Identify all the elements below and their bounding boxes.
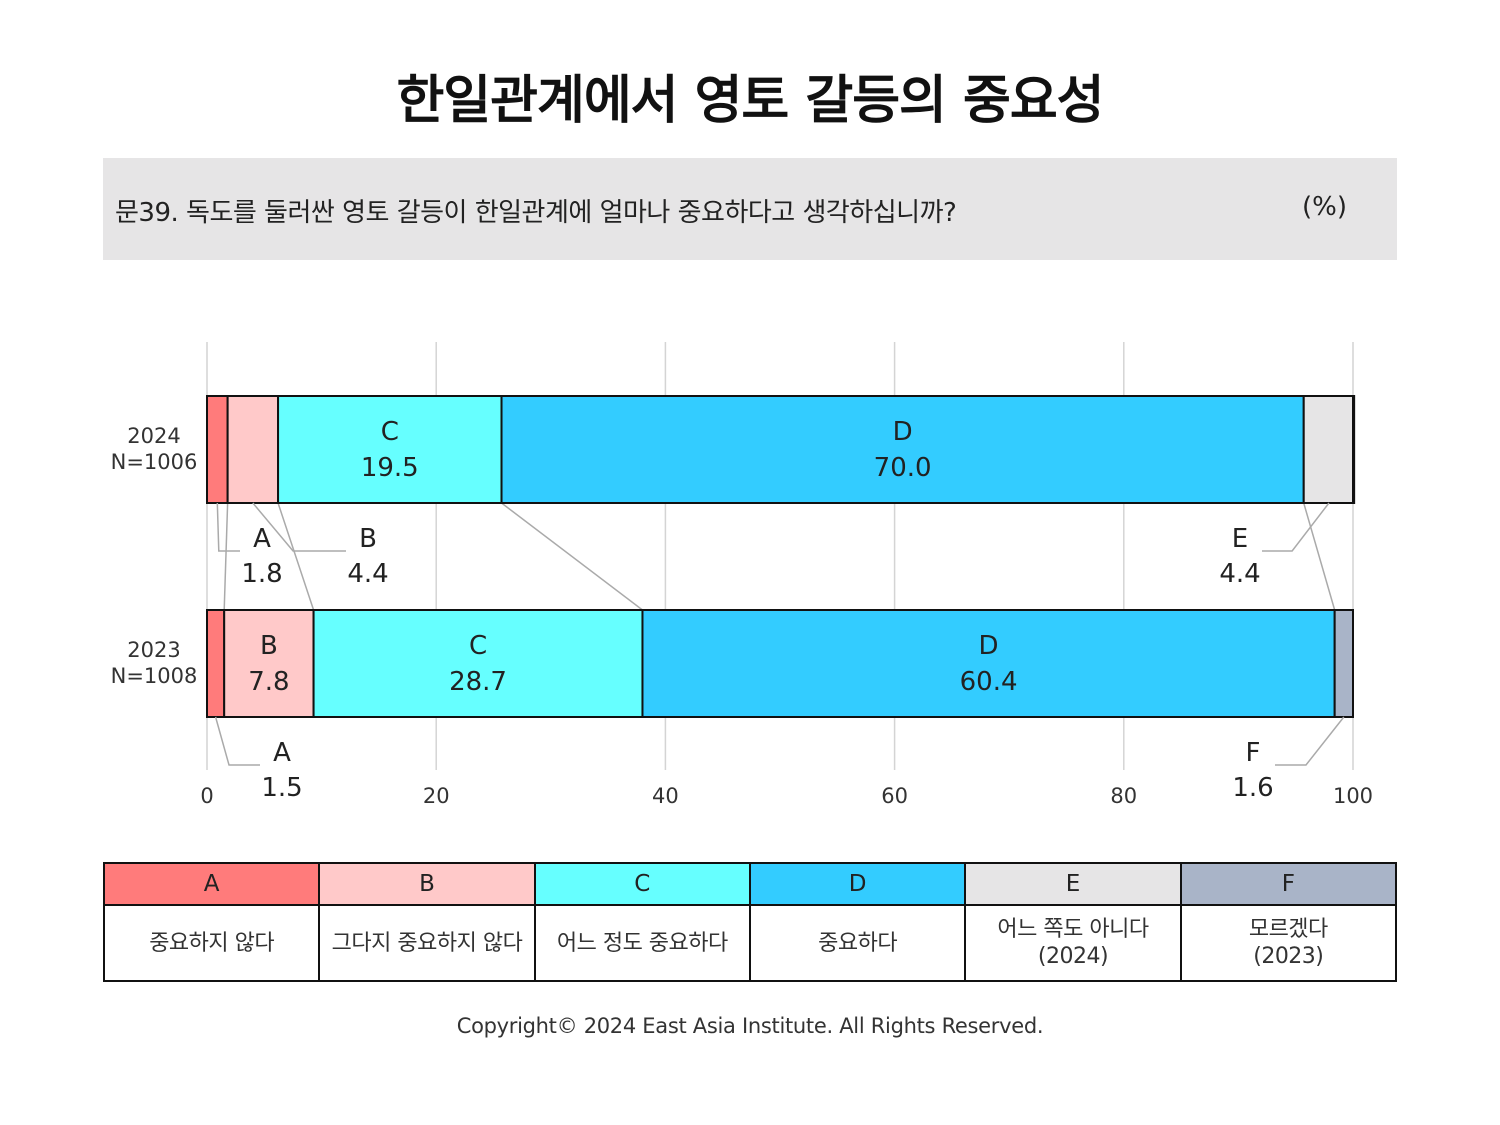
legend-key-b: B [318,862,536,906]
legend-key-d: D [748,862,967,906]
legend-key-c: C [533,862,751,906]
legend-label-e: 어느 쪽도 아니다 [997,917,1149,942]
unit-label: (%) [1302,192,1347,222]
callout-value-2024-b: 4.4 [347,559,388,589]
bar-label-key-2024-c: C [381,417,399,447]
connector-c [501,502,643,611]
bar-2023-d [641,609,1336,718]
bar-label-value-2023-c: 28.7 [449,667,507,697]
legend-desc-d: 중요하다 [748,904,967,982]
legend-desc-a: 중요하지 않다 [102,904,321,982]
callout-value-2024-e: 4.4 [1219,559,1260,589]
legend-key-e: E [964,862,1182,906]
bar-frame-2023 [206,609,1354,718]
callout-line-2024-a [216,502,240,552]
legend-table: A B C D E F 중요하지 않다 그다지 중요하지 않다 어느 정도 중요… [102,862,1398,982]
bar-label-value-2023-d: 60.4 [960,667,1018,697]
bar-2023-c [312,609,644,718]
callout-line-2023-a [214,716,260,766]
legend-key-a: A [102,862,321,906]
legend-label-a: 중요하지 않다 [149,930,275,956]
bar-2024-d [500,395,1305,504]
legend-sub-e: (2024) [1037,944,1109,969]
bar-label-key-2023-b: B [260,631,278,661]
bar-2023-a [206,609,226,718]
legend-desc-e: 어느 쪽도 아니다 (2024) [964,904,1182,982]
question-text: 문39. 독도를 둘러싼 영토 갈등이 한일관계에 얼마나 중요하다고 생각하십… [115,198,957,228]
callout-value-2024-a: 1.8 [241,559,282,589]
bar-label-value-2024-c: 19.5 [361,453,419,483]
callout-line-2024-b [252,502,346,552]
page-title: 한일관계에서 영토 갈등의 중요성 [396,71,1104,131]
row-year-2024: 2024 [127,424,180,448]
x-tick-80: 80 [1110,784,1137,808]
legend-label-c: 어느 정도 중요하다 [556,930,728,956]
question-box: 문39. 독도를 둘러싼 영토 갈등이 한일관계에 얼마나 중요하다고 생각하십… [103,158,1397,260]
legend-desc-b: 그다지 중요하지 않다 [318,904,536,982]
legend-desc-c: 어느 정도 중요하다 [533,904,751,982]
x-tick-0: 0 [200,784,213,808]
x-tick-20: 20 [423,784,450,808]
legend-label-f: 모르겠다 [1248,917,1328,942]
bar-2024-b [226,395,280,504]
connector-d [1303,502,1336,611]
bar-2024-e [1302,395,1356,504]
row-n-2024: N=1006 [111,450,198,474]
legend-label-b: 그다지 중요하지 않다 [331,930,523,956]
copyright: Copyright© 2024 East Asia Institute. All… [456,1014,1044,1038]
bar-label-value-2023-b: 7.8 [248,667,289,697]
legend-sub-f: (2023) [1253,944,1324,969]
callout-key-2024-e: E [1232,524,1248,554]
bar-frame-2024 [206,395,1354,504]
callout-key-2024-a: A [253,524,271,554]
x-tick-40: 40 [652,784,679,808]
bar-label-key-2024-d: D [893,417,913,447]
x-tick-100: 100 [1333,784,1373,808]
bar-2023-b [223,609,315,718]
bar-2023-f [1333,609,1354,718]
legend-key-f: F [1179,862,1398,906]
connector-a [223,502,229,611]
callout-key-2023-f: F [1246,738,1261,768]
bar-2024-a [206,395,229,504]
bar-label-key-2023-d: D [979,631,999,661]
connector-b [277,502,315,611]
row-year-2023: 2023 [127,638,180,662]
row-n-2023: N=1008 [111,664,198,688]
callout-key-2024-b: B [359,524,377,554]
legend-label-d: 중요하다 [818,930,898,956]
x-tick-60: 60 [881,784,908,808]
callout-key-2023-a: A [273,738,291,768]
bar-label-value-2024-d: 70.0 [874,453,932,483]
callout-value-2023-f: 1.6 [1232,773,1273,803]
bar-2024-c [277,395,503,504]
bar-label-key-2023-c: C [469,631,487,661]
callout-line-2023-f [1275,716,1345,766]
legend-desc-f: 모르겠다 (2023) [1179,904,1398,982]
callout-value-2023-a: 1.5 [261,773,302,803]
callout-line-2024-e [1262,502,1330,552]
